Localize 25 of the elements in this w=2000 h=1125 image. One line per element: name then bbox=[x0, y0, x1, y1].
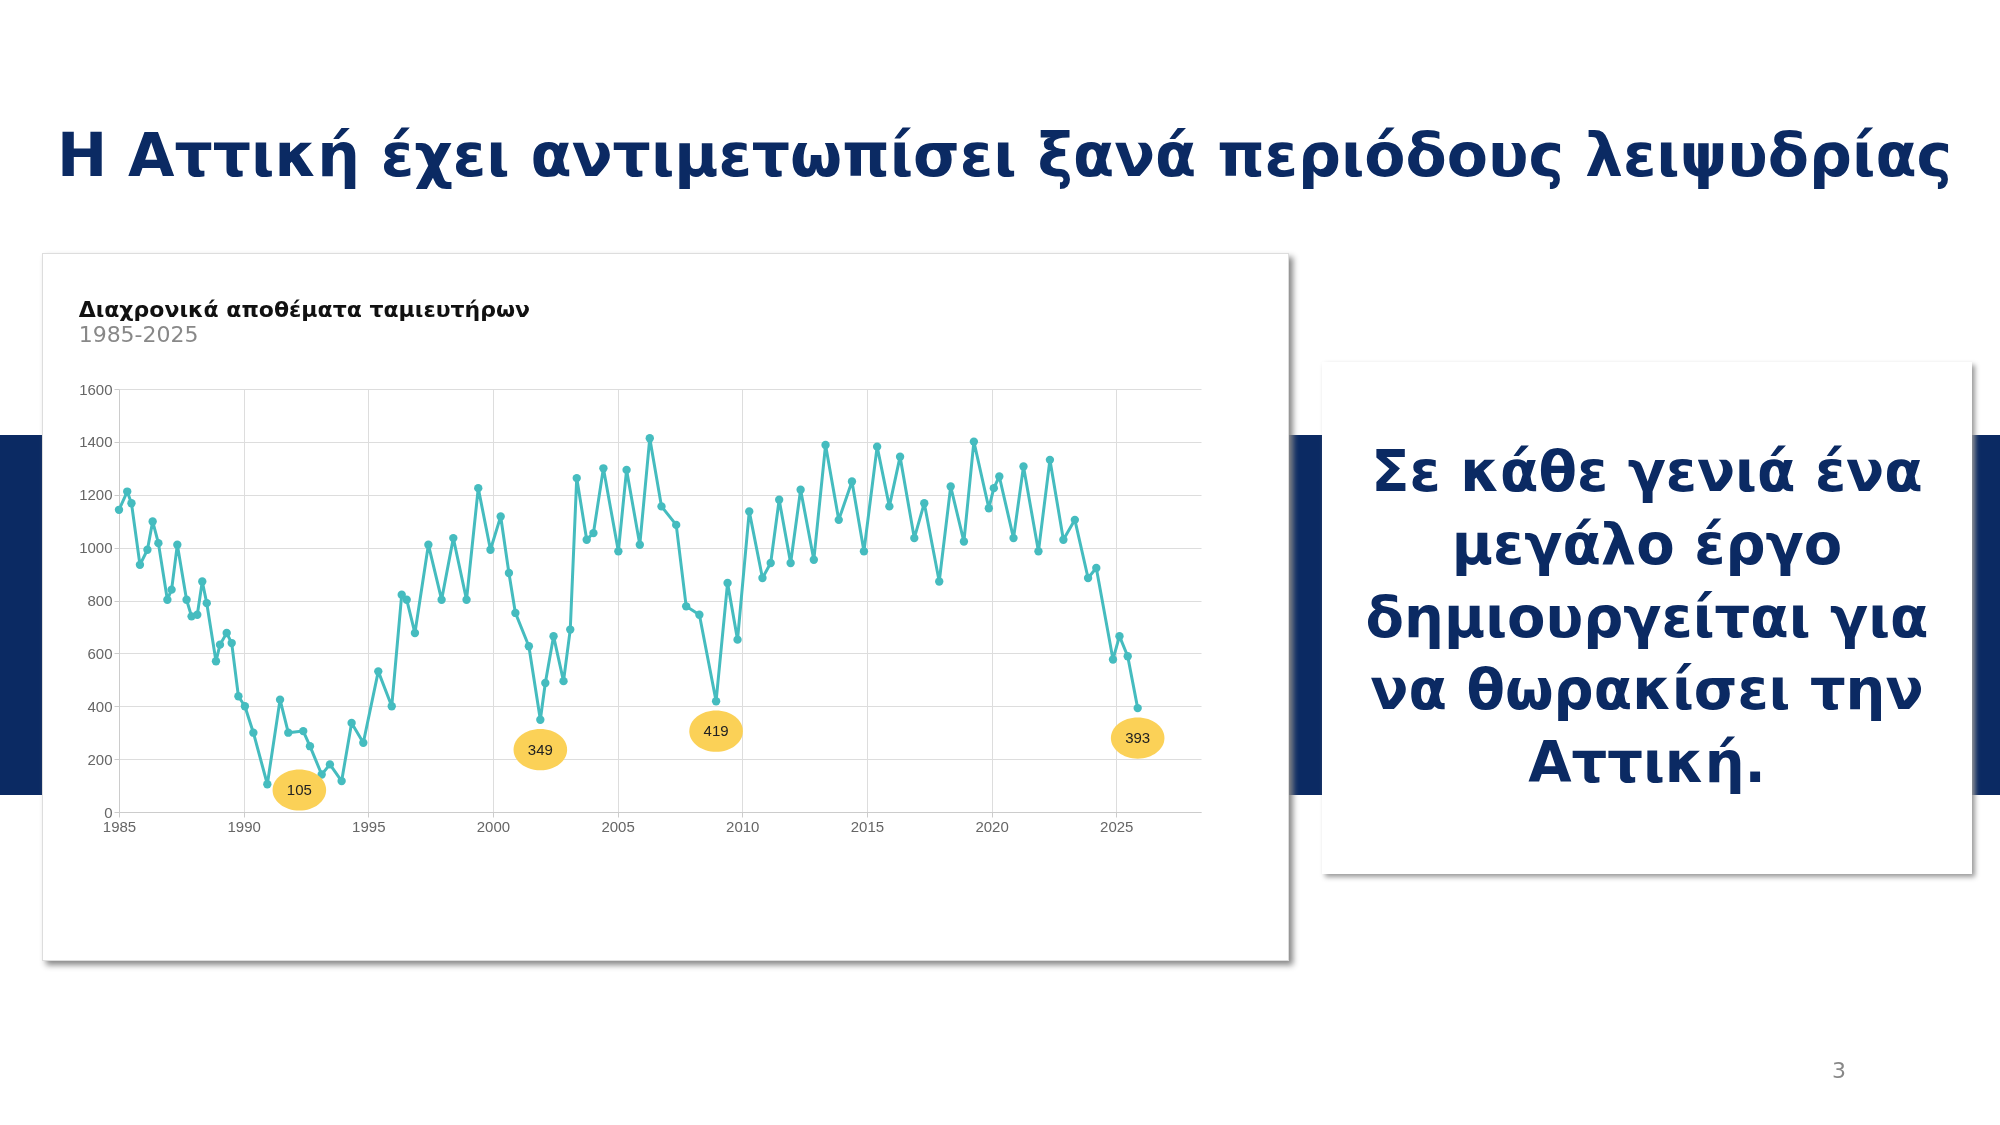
y-tick-label: 1400 bbox=[79, 433, 113, 451]
y-tick-label: 400 bbox=[87, 697, 113, 715]
x-tick-label: 1995 bbox=[352, 817, 386, 835]
x-tick-label: 2005 bbox=[601, 817, 635, 835]
annotation: 393 bbox=[1125, 729, 1151, 747]
chart-subtitle: 1985-2025 bbox=[78, 322, 199, 347]
x-tick-label: 2025 bbox=[1100, 817, 1134, 835]
x-tick-label: 2020 bbox=[975, 817, 1009, 835]
chart-title: Διαχρονικά αποθέματα ταμιευτήρων bbox=[78, 297, 531, 322]
y-tick-label: 1200 bbox=[79, 486, 113, 504]
x-tick-label: 2010 bbox=[726, 817, 760, 835]
x-tick-label: 1990 bbox=[227, 817, 261, 835]
text: 3 bbox=[1832, 1058, 1846, 1083]
annotation: 349 bbox=[527, 740, 553, 758]
annotation: 419 bbox=[703, 722, 729, 740]
y-tick-label: 1600 bbox=[79, 380, 113, 398]
x-tick-label: 2015 bbox=[850, 817, 885, 835]
x-tick-label: 2000 bbox=[476, 817, 511, 835]
y-tick-label: 600 bbox=[87, 644, 113, 662]
y-tick-label: 1000 bbox=[79, 539, 113, 557]
text: Η Αττική έχει αντιμετωπίσει ξανά περιόδους λειψυδρίας bbox=[57, 120, 1953, 190]
y-tick-label: 200 bbox=[87, 750, 113, 768]
annotation: 105 bbox=[286, 781, 312, 798]
y-tick-label: 800 bbox=[87, 592, 113, 609]
text: Σε κάθε γενιά ένα μεγάλο έργο δημιουργείται για να θωρακίσει την Αττική. bbox=[1322, 362, 1972, 874]
